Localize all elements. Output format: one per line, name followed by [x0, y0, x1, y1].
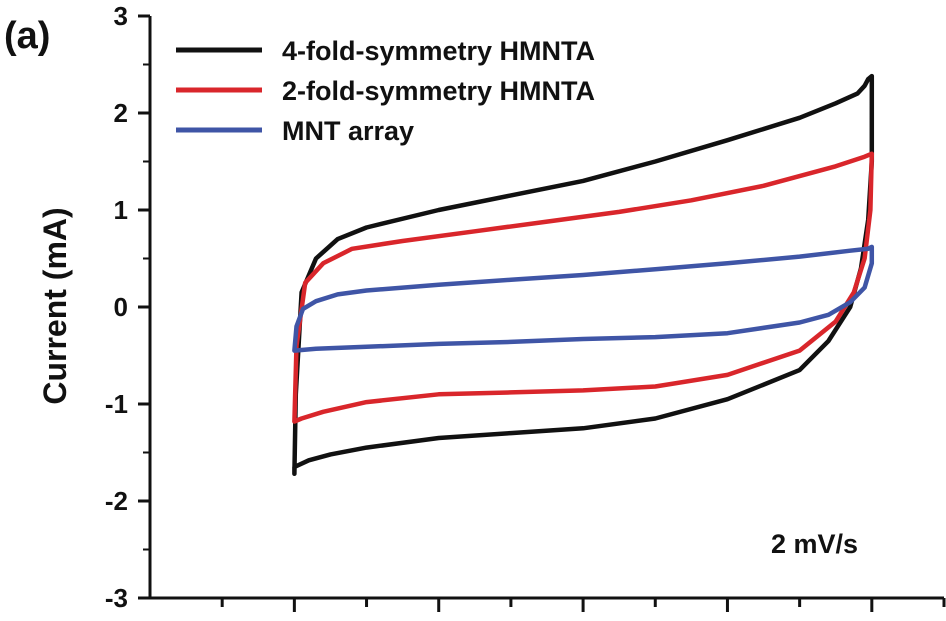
- y-axis-title: Current (mA): [37, 207, 73, 404]
- y-tick-label: -2: [105, 486, 128, 516]
- y-tick-label: 0: [114, 292, 128, 322]
- y-axis-ticks: 3 2 1 0 -1 -2 -3: [105, 1, 150, 613]
- series-line-mnt-array: [292, 244, 875, 353]
- legend: 4-fold-symmetry HMNTA 2-fold-symmetry HMN…: [176, 36, 595, 146]
- legend-label: MNT array: [282, 116, 414, 146]
- series-line-2-fold-symmetry-hmnta: [292, 151, 875, 424]
- series-lines: [292, 73, 875, 477]
- y-tick-label: -1: [105, 389, 128, 419]
- legend-label: 2-fold-symmetry HMNTA: [282, 76, 595, 106]
- legend-label: 4-fold-symmetry HMNTA: [282, 36, 595, 66]
- series-line-4-fold-symmetry-hmnta: [292, 73, 875, 477]
- y-tick-label: 3: [114, 1, 128, 31]
- scan-rate-annotation: 2 mV/s: [771, 529, 858, 559]
- y-tick-label: -3: [105, 583, 128, 613]
- y-tick-label: 2: [114, 98, 128, 128]
- x-axis-ticks: [220, 598, 946, 612]
- panel-label: (a): [4, 15, 50, 57]
- y-tick-label: 1: [114, 195, 128, 225]
